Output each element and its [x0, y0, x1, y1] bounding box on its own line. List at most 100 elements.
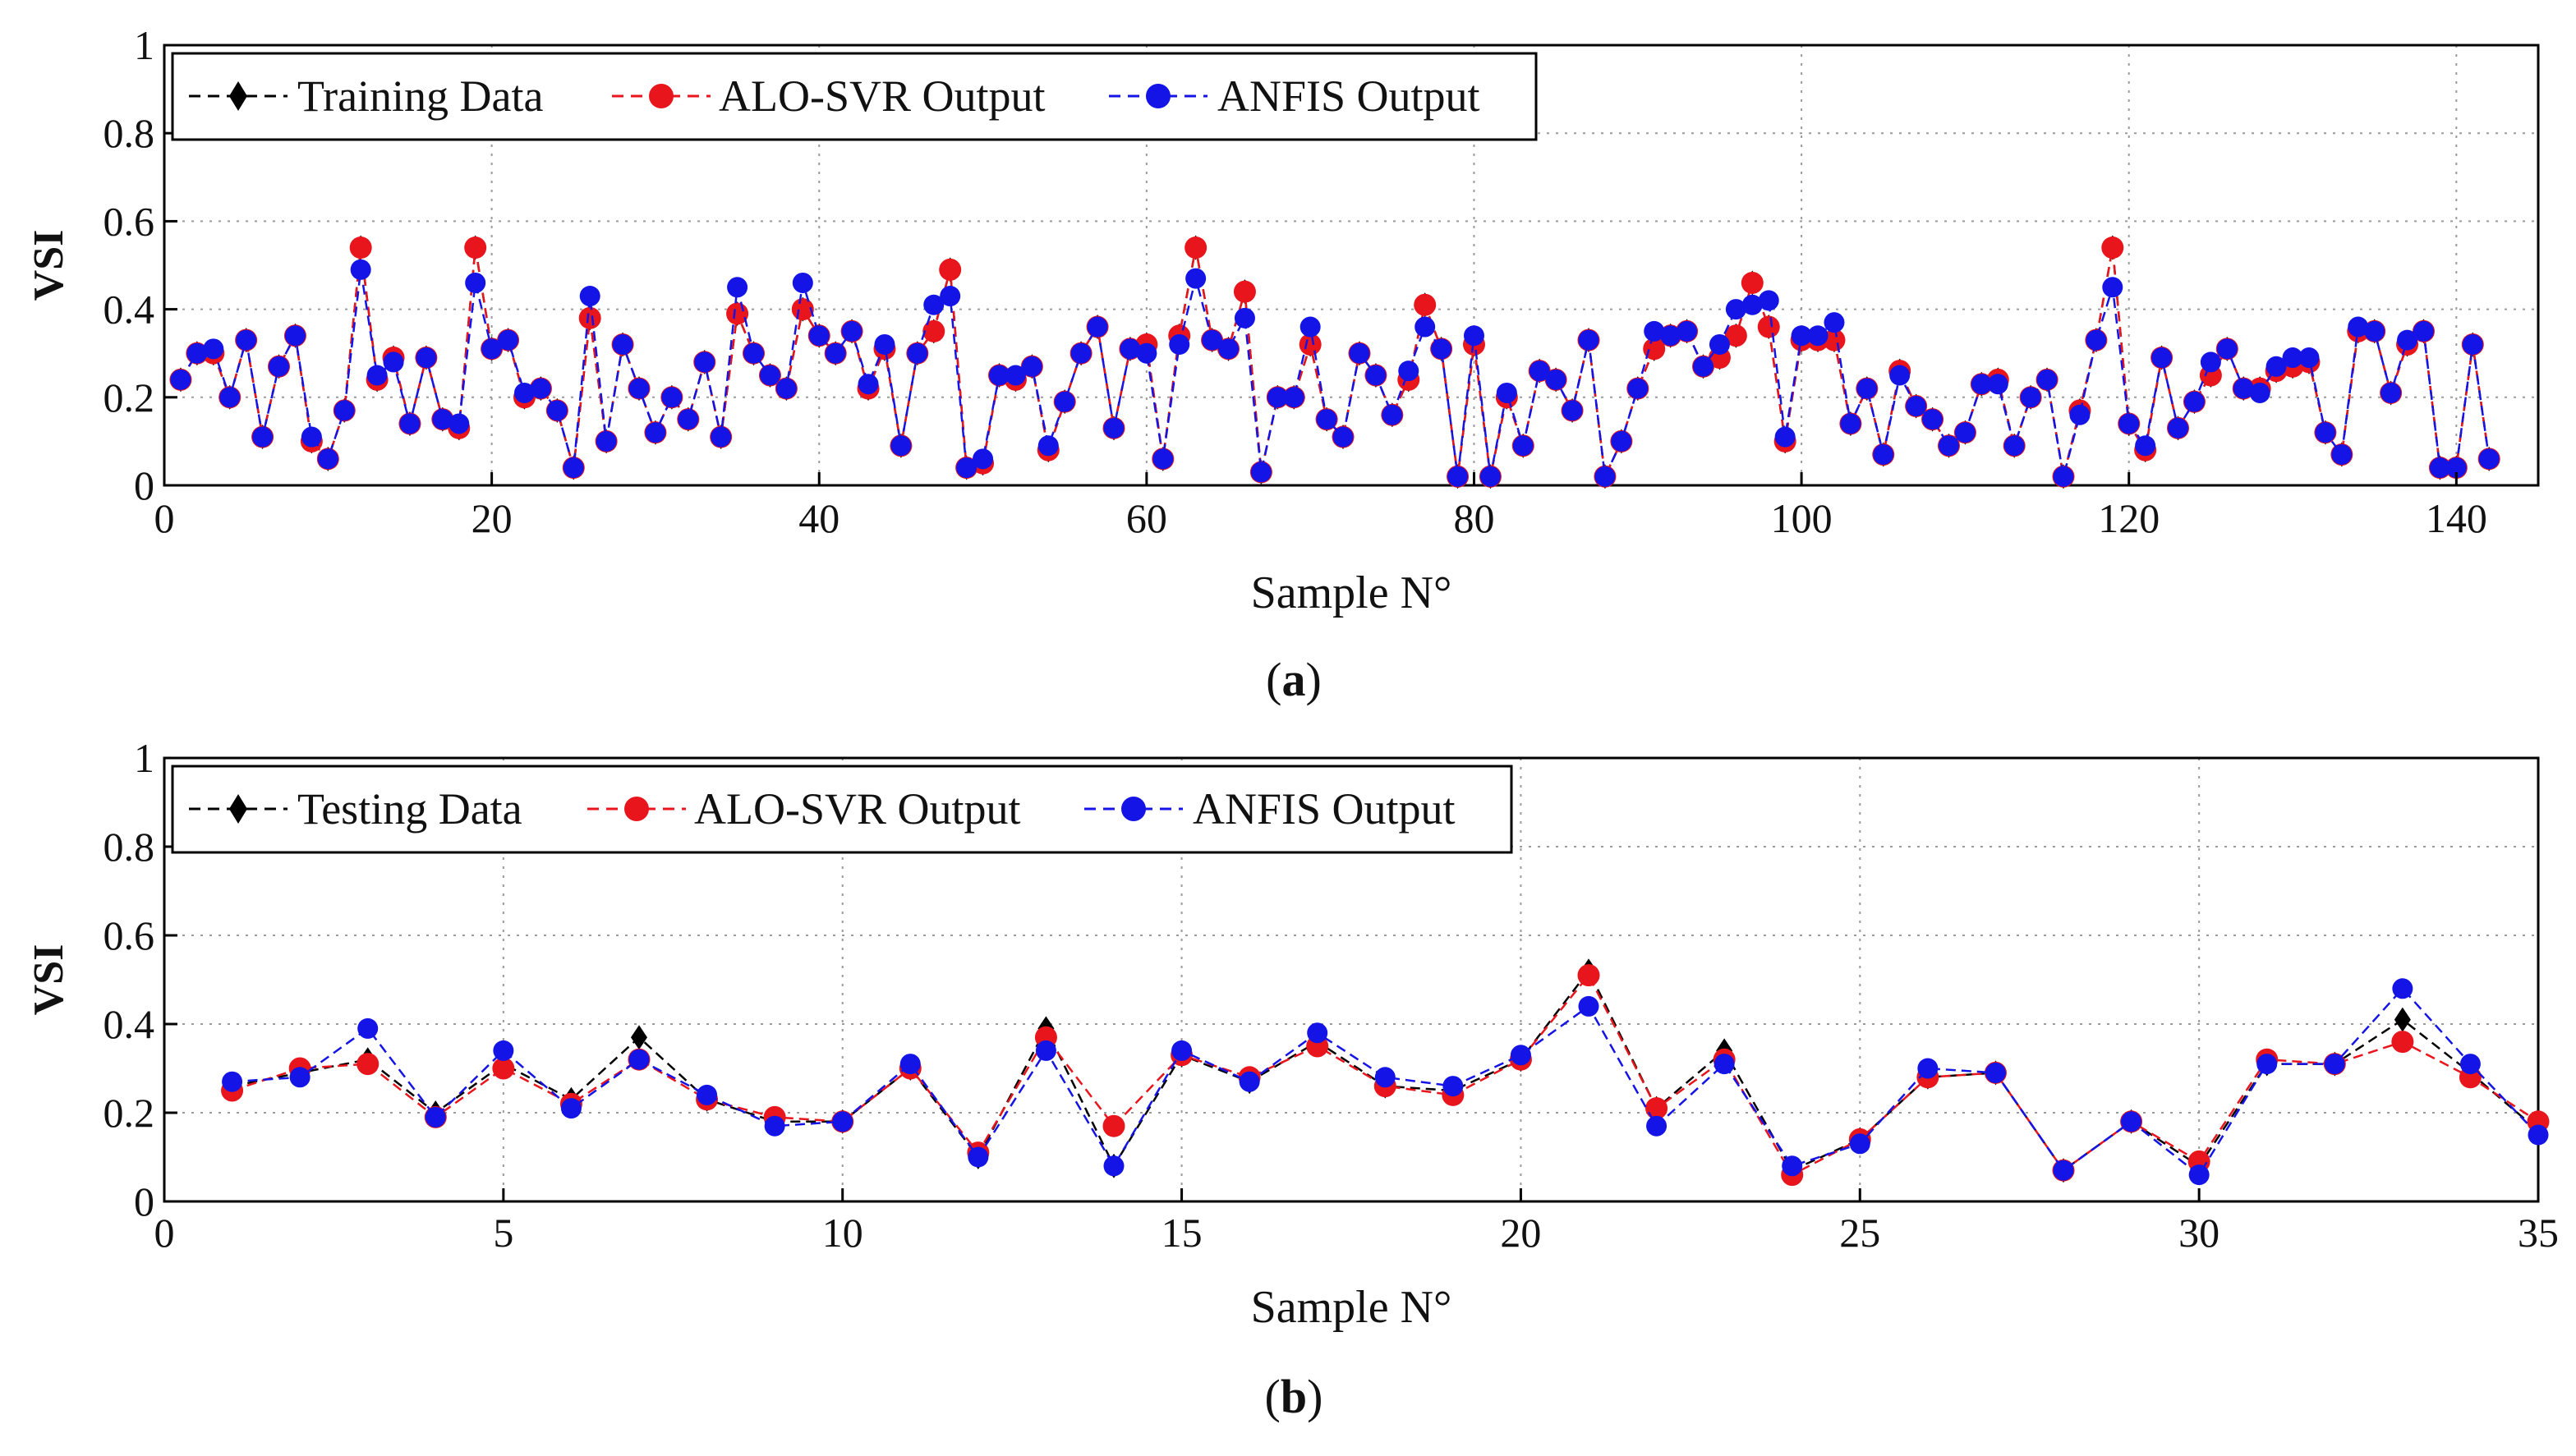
- data-point: [1398, 361, 1419, 382]
- data-point: [612, 333, 633, 355]
- data-point: [252, 426, 274, 448]
- data-point: [1849, 1133, 1870, 1155]
- data-point: [2364, 320, 2385, 342]
- y-tick-label: 0: [134, 1178, 154, 1224]
- ticks-b: 0 5 10 15 20 25 30 35 0 0.2 0.4 0.6 0.8 1: [104, 735, 2560, 1256]
- data-point: [425, 1106, 446, 1128]
- data-point: [2478, 448, 2500, 470]
- data-point-diamond: [2394, 1007, 2411, 1032]
- series-layer-b: [221, 958, 2550, 1187]
- data-point: [1267, 387, 1288, 408]
- plot-frame-b: [163, 756, 2540, 1203]
- data-point: [1218, 338, 1240, 360]
- data-point: [416, 347, 437, 369]
- data-point: [356, 1053, 380, 1076]
- data-point: [2391, 1031, 2414, 1054]
- legend-box-a: [171, 52, 1538, 141]
- data-point: [2053, 466, 2074, 487]
- data-point: [1985, 1062, 2006, 1083]
- data-point: [1332, 426, 1354, 448]
- data-point: [2135, 435, 2156, 457]
- data-point: [1054, 391, 1075, 412]
- y-tick-label: 0.8: [104, 824, 155, 870]
- chart-panel-a: 0 20 40 60 80 100 120 140 0 0.2 0.4 0.6 0.8 1 Sample …: [25, 22, 2540, 706]
- data-point: [2298, 347, 2320, 369]
- legend-label-anfis-b: ANFIS Output: [1193, 784, 1456, 834]
- data-point: [2200, 351, 2221, 373]
- data-point: [448, 413, 470, 434]
- legend-label-alo-svr-b: ALO-SVR Output: [694, 784, 1021, 834]
- data-point: [186, 342, 208, 364]
- data-point: [1447, 466, 1469, 487]
- legend-marker-diamond-b: [229, 794, 247, 824]
- x-tick-label: 100: [1771, 495, 1833, 541]
- data-point: [2233, 378, 2254, 399]
- data-point: [1545, 369, 1566, 390]
- data-point: [956, 457, 978, 479]
- data-point: [2459, 1054, 2481, 1075]
- data-point: [1021, 356, 1042, 377]
- chart-panel-b: 0 5 10 15 20 25 30 35 0 0.2 0.4 0.6 0.8 1 Sample N° V…: [25, 735, 2559, 1423]
- y-tick-label: 0.6: [104, 198, 155, 244]
- data-point: [899, 1054, 921, 1075]
- data-point: [1807, 325, 1828, 347]
- data-point: [1365, 365, 1387, 386]
- data-point: [1414, 316, 1436, 338]
- svg-text:(a): (a): [1266, 653, 1322, 706]
- x-tick-label: 120: [2098, 495, 2160, 541]
- data-point: [825, 342, 846, 364]
- data-point: [203, 338, 224, 360]
- legend-entry-training-data: Training Data: [189, 71, 544, 121]
- data-point: [1643, 338, 1666, 361]
- data-point: [1103, 417, 1125, 439]
- data-point: [2053, 1160, 2074, 1181]
- legend-marker-red-b: [624, 797, 649, 821]
- data-point: [301, 426, 322, 448]
- y-tick-label: 0.2: [104, 374, 155, 420]
- legend-marker-blue-a: [1146, 84, 1171, 108]
- data-point: [1611, 430, 1632, 452]
- data-point: [661, 387, 683, 408]
- legend-marker-red-a: [649, 84, 674, 108]
- data-point: [2102, 277, 2123, 298]
- data-point: [1741, 271, 1764, 294]
- series-line-anfis-output: [179, 269, 2491, 480]
- data-point: [1120, 338, 1141, 360]
- data-point: [988, 365, 1010, 386]
- legend-entry-testing-data: Testing Data: [189, 784, 522, 834]
- x-axis-label-a: Sample N°: [1251, 567, 1452, 618]
- data-point: [1741, 294, 1763, 315]
- data-point: [907, 342, 928, 364]
- data-point: [940, 286, 961, 307]
- data-point: [775, 378, 797, 399]
- data-point: [498, 329, 519, 351]
- data-point: [1824, 312, 1845, 333]
- data-point: [1300, 316, 1321, 338]
- data-point: [1917, 1058, 1939, 1079]
- data-point: [1479, 466, 1501, 487]
- data-point: [1922, 409, 1944, 430]
- data-point: [2121, 1111, 2142, 1132]
- data-point: [1645, 1097, 1668, 1120]
- legend-box-b: [171, 765, 1513, 854]
- data-point: [578, 306, 601, 329]
- data-point: [2118, 413, 2140, 434]
- y-axis-label-b: VSI: [25, 944, 72, 1016]
- data-point: [2445, 457, 2467, 479]
- y-tick-label: 1: [134, 22, 154, 68]
- data-point: [792, 272, 813, 293]
- data-point: [1971, 374, 1992, 395]
- data-point: [1725, 299, 1746, 320]
- data-point: [1693, 356, 1714, 377]
- data-point: [492, 1057, 515, 1080]
- data-point: [1709, 333, 1730, 355]
- y-tick-label: 0.6: [104, 912, 155, 958]
- data-point: [1442, 1076, 1464, 1097]
- y-tick-label: 0.2: [104, 1090, 155, 1136]
- data-point: [1889, 365, 1911, 386]
- data-point: [1283, 387, 1304, 408]
- data-point: [2188, 1164, 2210, 1186]
- data-point: [1823, 328, 1846, 351]
- caption-a: (a): [1266, 653, 1322, 706]
- data-point: [1102, 1114, 1125, 1137]
